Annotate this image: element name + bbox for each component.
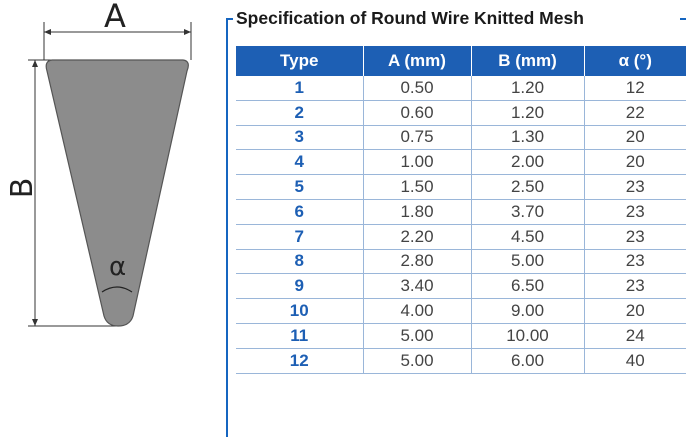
cell-alpha: 22 [584, 100, 686, 126]
specification-title: Specification of Round Wire Knitted Mesh [236, 8, 584, 28]
cell-b-mm: 1.20 [471, 76, 585, 101]
table-row: 5 1.50 2.50 23 [236, 174, 686, 200]
angle-alpha-label: α [109, 252, 127, 282]
dimension-a-label: A [104, 0, 126, 35]
specification-table: Type A (mm) B (mm) α (°) 1 0.50 1.20 12 2 0.6… [236, 46, 686, 374]
cell-a-mm: 0.75 [363, 125, 472, 151]
header-alpha: α (°) [584, 46, 686, 76]
table-row: 8 2.80 5.00 23 [236, 249, 686, 275]
cell-b-mm: 4.50 [471, 224, 585, 250]
cell-type: 9 [236, 273, 364, 300]
cell-b-mm: 9.00 [471, 298, 585, 324]
table-header-row: Type A (mm) B (mm) α (°) [236, 46, 686, 76]
table-row: 4 1.00 2.00 20 [236, 149, 686, 176]
dimension-b-arrow-bottom [32, 319, 38, 326]
cell-alpha: 23 [584, 249, 686, 275]
dimension-a-arrow-left [44, 29, 51, 35]
cell-type: 12 [236, 348, 364, 374]
cell-alpha: 23 [584, 224, 686, 250]
cell-b-mm: 2.50 [471, 174, 585, 200]
cell-alpha: 24 [584, 323, 686, 349]
frame-border-top-left [226, 18, 233, 20]
table-row: 6 1.80 3.70 23 [236, 199, 686, 225]
cell-b-mm: 10.00 [471, 323, 585, 349]
cell-alpha: 20 [584, 125, 686, 151]
cell-type: 3 [236, 125, 364, 151]
cell-type: 11 [236, 323, 364, 349]
cell-a-mm: 1.80 [363, 199, 472, 225]
table-row: 12 5.00 6.00 40 [236, 348, 686, 374]
dimension-b-label: B [5, 177, 40, 199]
cell-alpha: 12 [584, 76, 686, 101]
cell-b-mm: 3.70 [471, 199, 585, 225]
header-type: Type [236, 46, 364, 76]
cell-b-mm: 6.00 [471, 348, 585, 374]
cell-alpha: 20 [584, 149, 686, 176]
table-row: 7 2.20 4.50 23 [236, 224, 686, 250]
table-row: 9 3.40 6.50 23 [236, 273, 686, 300]
cell-alpha: 23 [584, 174, 686, 200]
cell-b-mm: 5.00 [471, 249, 585, 275]
cell-type: 5 [236, 174, 364, 200]
dimension-b-arrow-top [32, 60, 38, 67]
cell-type: 10 [236, 298, 364, 324]
frame-border-top-right [680, 18, 686, 20]
cell-a-mm: 2.20 [363, 224, 472, 250]
header-b-mm: B (mm) [471, 46, 585, 76]
cell-type: 8 [236, 249, 364, 275]
cell-a-mm: 4.00 [363, 298, 472, 324]
cell-type: 4 [236, 149, 364, 176]
cell-type: 2 [236, 100, 364, 126]
dimension-a-arrow-right [184, 29, 191, 35]
table-row: 1 0.50 1.20 12 [236, 76, 686, 101]
cell-alpha: 40 [584, 348, 686, 374]
frame-border-left [226, 18, 228, 437]
table-row: 2 0.60 1.20 22 [236, 100, 686, 126]
cell-a-mm: 5.00 [363, 348, 472, 374]
table-row: 11 5.00 10.00 24 [236, 323, 686, 349]
table-body: 1 0.50 1.20 12 2 0.60 1.20 22 3 0.75 1.30 20 4 1.00 2.… [236, 76, 686, 374]
cell-a-mm: 1.00 [363, 149, 472, 176]
cell-b-mm: 1.20 [471, 100, 585, 126]
cell-type: 7 [236, 224, 364, 250]
table-row: 10 4.00 9.00 20 [236, 298, 686, 324]
table-row: 3 0.75 1.30 20 [236, 125, 686, 151]
alpha-angle-arc [101, 286, 133, 293]
cell-a-mm: 5.00 [363, 323, 472, 349]
cell-a-mm: 0.60 [363, 100, 472, 126]
cell-a-mm: 2.80 [363, 249, 472, 275]
cell-b-mm: 6.50 [471, 273, 585, 300]
wedge-shape [45, 59, 189, 327]
cell-type: 1 [236, 76, 364, 101]
cell-type: 6 [236, 199, 364, 225]
cross-section-diagram: A B α [0, 0, 215, 437]
cell-a-mm: 0.50 [363, 76, 472, 101]
cell-b-mm: 2.00 [471, 149, 585, 176]
cross-section-drawing [28, 22, 192, 327]
cell-a-mm: 1.50 [363, 174, 472, 200]
specification-panel: Specification of Round Wire Knitted Mesh… [222, 0, 689, 437]
cell-a-mm: 3.40 [363, 273, 472, 300]
cell-alpha: 23 [584, 199, 686, 225]
cell-alpha: 20 [584, 298, 686, 324]
cell-b-mm: 1.30 [471, 125, 585, 151]
cell-alpha: 23 [584, 273, 686, 300]
header-a-mm: A (mm) [363, 46, 472, 76]
